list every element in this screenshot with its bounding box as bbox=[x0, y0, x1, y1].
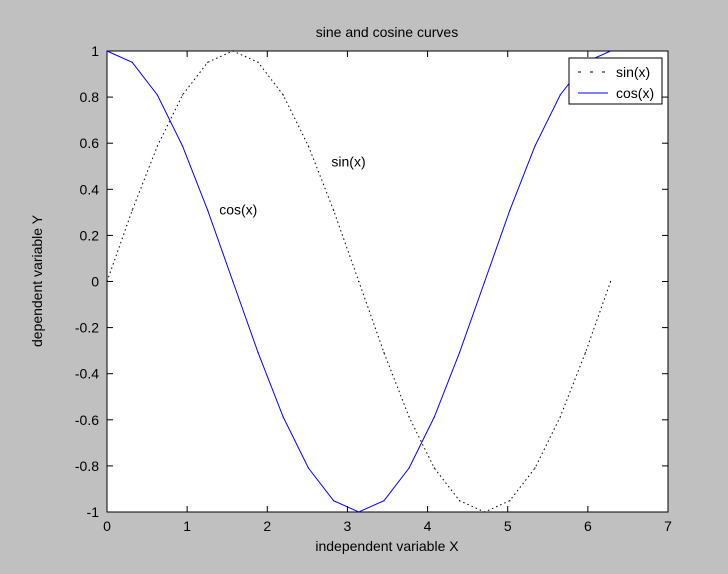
series-sinx bbox=[106, 50, 612, 513]
data-point bbox=[509, 209, 511, 211]
y-tick-label: -0.4 bbox=[75, 366, 99, 382]
data-point bbox=[609, 50, 612, 52]
x-tick-label: 0 bbox=[103, 518, 111, 534]
annotation-cos: cos(x) bbox=[219, 202, 257, 218]
data-point bbox=[307, 467, 310, 469]
x-tick-label: 6 bbox=[584, 518, 592, 534]
x-tick-label: 3 bbox=[344, 518, 352, 534]
x-tick-label: 5 bbox=[504, 518, 512, 534]
data-point bbox=[332, 500, 335, 502]
chart-title: sine and cosine curves bbox=[316, 24, 458, 40]
y-tick-label: 0.8 bbox=[80, 89, 100, 105]
data-point bbox=[131, 61, 133, 63]
legend: sin(x) cos(x) bbox=[568, 57, 663, 105]
data-point bbox=[332, 209, 335, 211]
data-point bbox=[282, 94, 284, 96]
data-point bbox=[383, 500, 385, 502]
x-axis-label: independent variable X bbox=[315, 538, 459, 554]
data-point bbox=[584, 352, 586, 354]
data-point bbox=[484, 511, 486, 513]
axes-area bbox=[106, 50, 669, 513]
data-point bbox=[156, 94, 158, 96]
axis-ticks bbox=[106, 50, 669, 513]
data-point bbox=[383, 352, 385, 354]
data-point bbox=[257, 352, 259, 354]
data-point bbox=[232, 50, 234, 52]
data-point bbox=[181, 94, 184, 96]
x-tick-label: 1 bbox=[183, 518, 191, 534]
x-tick-label: 7 bbox=[664, 518, 672, 534]
y-tick-label: -1 bbox=[87, 504, 100, 520]
y-tick-label: 1 bbox=[91, 43, 99, 59]
data-point bbox=[358, 280, 360, 283]
data-point bbox=[609, 280, 612, 283]
data-point bbox=[458, 500, 461, 502]
data-point bbox=[433, 467, 435, 469]
y-tick-label: -0.2 bbox=[75, 320, 99, 336]
data-point bbox=[131, 209, 133, 211]
annotation-sin: sin(x) bbox=[331, 153, 365, 169]
data-point bbox=[358, 511, 360, 513]
legend-sin-label: sin(x) bbox=[616, 64, 650, 80]
data-point bbox=[408, 467, 410, 469]
data-point bbox=[106, 280, 108, 283]
data-point bbox=[559, 416, 561, 418]
legend-box bbox=[568, 57, 663, 105]
y-tick-label: 0.6 bbox=[80, 135, 100, 151]
data-point bbox=[458, 352, 461, 354]
data-point bbox=[433, 416, 435, 418]
data-point bbox=[156, 145, 158, 147]
data-point bbox=[484, 280, 486, 283]
data-point bbox=[408, 416, 410, 418]
data-point bbox=[207, 61, 209, 63]
data-point bbox=[307, 145, 310, 147]
y-tick-label: 0 bbox=[91, 274, 99, 290]
series-layer bbox=[106, 50, 612, 513]
y-axis-tick-labels: 1 0.8 0.6 0.4 0.2 0 -0.2 -0.4 -0.6 -0.8 -1 bbox=[75, 43, 99, 520]
x-tick-label: 4 bbox=[424, 518, 432, 534]
data-point bbox=[106, 50, 108, 52]
data-point bbox=[207, 209, 209, 211]
data-point bbox=[282, 416, 284, 418]
x-axis-tick-labels: 0 1 2 3 4 5 6 7 bbox=[103, 518, 672, 534]
y-tick-label: -0.6 bbox=[75, 412, 99, 428]
y-tick-label: 0.4 bbox=[80, 181, 100, 197]
legend-cos-label: cos(x) bbox=[616, 85, 654, 101]
x-tick-label: 2 bbox=[263, 518, 271, 534]
y-tick-label: 0.2 bbox=[80, 227, 100, 243]
data-point bbox=[181, 145, 184, 147]
data-point bbox=[509, 500, 511, 502]
y-tick-label: -0.8 bbox=[75, 458, 99, 474]
y-axis-label: dependent variable Y bbox=[29, 214, 45, 347]
data-point bbox=[534, 145, 536, 147]
series-cosx bbox=[106, 50, 612, 513]
data-point bbox=[232, 280, 234, 283]
data-point bbox=[257, 61, 259, 63]
data-point bbox=[559, 94, 561, 96]
data-point bbox=[534, 467, 536, 469]
